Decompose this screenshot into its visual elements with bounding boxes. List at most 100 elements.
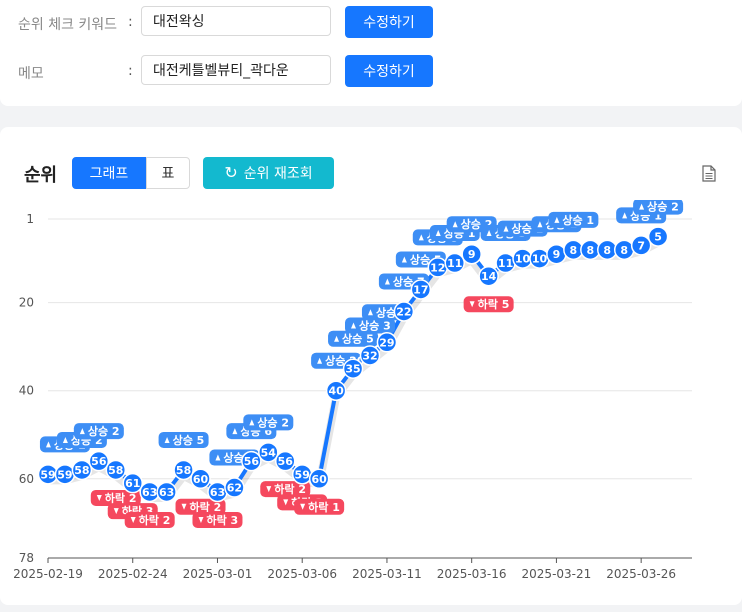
keyword-input[interactable] (141, 6, 331, 36)
y-tick-label: 20 (19, 296, 34, 310)
rise-arrow-icon (622, 212, 628, 219)
memo-input[interactable] (141, 55, 331, 85)
rise-arrow-icon (334, 335, 340, 342)
data-label: 63 (159, 486, 174, 499)
fall-badge: 하락 3 (192, 511, 243, 528)
rise-arrow-icon (45, 441, 51, 448)
data-point (393, 301, 415, 322)
refresh-icon: ↻ (224, 163, 238, 182)
keyword-colon: : (128, 14, 133, 30)
data-label: 8 (620, 244, 628, 257)
fall-arrow-icon (113, 508, 119, 515)
data-label: 29 (379, 336, 394, 349)
data-point (258, 442, 279, 463)
data-label: 62 (227, 482, 242, 495)
rank-title: 순위 (24, 165, 58, 186)
data-label: 59 (57, 468, 72, 481)
fall-arrow-icon (469, 301, 475, 308)
rise-arrow-icon (164, 436, 170, 443)
x-tick-label: 2025-02-19 (13, 567, 83, 581)
x-tick-label: 2025-03-06 (267, 567, 337, 581)
rise-badge: 상승 5 (328, 330, 379, 347)
fall-badge: 하락 2 (90, 489, 141, 506)
data-label: 5 (654, 231, 662, 244)
badge-label: 하락 2 (105, 491, 137, 505)
document-icon[interactable] (702, 165, 716, 182)
rise-arrow-icon (537, 221, 543, 228)
rise-arrow-icon (351, 322, 356, 329)
data-label: 9 (468, 248, 476, 261)
data-label: 22 (396, 305, 411, 318)
data-label: 8 (586, 244, 594, 257)
data-point (224, 477, 245, 498)
data-point (88, 450, 110, 472)
badge-label: 상승 2 (647, 200, 679, 214)
keyword-edit-button[interactable]: 수정하기 (345, 6, 433, 38)
data-point (647, 226, 669, 247)
badge-bg (328, 330, 379, 347)
data-point (156, 481, 177, 503)
data-label: 32 (362, 349, 377, 362)
data-label: 59 (295, 468, 310, 481)
keyword-label: 순위 체크 키워드 (18, 17, 118, 33)
badge-bg (243, 414, 294, 431)
badge-bg (192, 511, 243, 528)
rise-arrow-icon (418, 234, 424, 241)
fall-badge: 하락 2 (260, 481, 311, 498)
data-label: 58 (74, 464, 89, 477)
data-label: 60 (312, 473, 328, 486)
badge-bg (124, 511, 175, 528)
refresh-rank-button[interactable]: ↻ 순위 재조회 (203, 157, 334, 189)
badge-bg (90, 489, 141, 506)
data-label: 54 (261, 446, 277, 459)
memo-label: 메모 (18, 66, 44, 82)
data-label: 56 (244, 455, 260, 468)
data-point (410, 279, 432, 300)
data-label: 9 (553, 248, 561, 261)
y-tick-label: 60 (19, 472, 34, 486)
data-label: 56 (91, 455, 107, 468)
data-label: 7 (637, 239, 645, 252)
data-point (630, 235, 652, 256)
data-label: 17 (413, 283, 428, 296)
badge-bg (548, 211, 599, 228)
badge-bg (463, 296, 514, 313)
badge-label: 상승 1 (562, 213, 594, 227)
data-label: 12 (430, 261, 445, 274)
fall-arrow-icon (198, 516, 204, 523)
rise-badge: 상승 2 (633, 200, 684, 215)
rise-arrow-icon (384, 278, 390, 285)
data-label: 58 (176, 464, 191, 477)
badge-label: 상승 2 (257, 415, 289, 429)
x-tick-label: 2025-03-11 (352, 567, 422, 581)
rise-arrow-icon (79, 428, 85, 435)
rise-arrow-icon (554, 216, 560, 223)
data-label: 59 (40, 468, 55, 481)
rise-badge: 상승 2 (73, 423, 124, 440)
data-point (190, 468, 211, 490)
x-tick-label: 2025-02-24 (98, 567, 168, 581)
badge-bg (175, 498, 226, 515)
data-label: 8 (570, 244, 578, 257)
memo-edit-button[interactable]: 수정하기 (345, 55, 433, 87)
data-point (342, 358, 364, 379)
fall-arrow-icon (300, 503, 306, 510)
data-label: 40 (328, 385, 344, 398)
badge-bg (294, 498, 345, 515)
x-tick-label: 2025-03-21 (522, 567, 592, 581)
badge-label: 하락 2 (139, 513, 171, 527)
badge-bg (158, 431, 209, 448)
x-tick-label: 2025-03-16 (437, 567, 507, 581)
data-label: 58 (108, 464, 123, 477)
tab-table[interactable]: 표 (146, 157, 190, 189)
y-tick-label: 40 (19, 384, 34, 398)
data-label: 10 (515, 253, 531, 266)
data-point (308, 468, 330, 490)
tab-graph[interactable]: 그래프 (72, 157, 146, 189)
badge-label: 하락 2 (190, 500, 222, 514)
fall-arrow-icon (266, 486, 272, 493)
fall-arrow-icon (96, 494, 102, 501)
fall-arrow-icon (283, 499, 289, 506)
rise-badge: 상승 1 (548, 211, 599, 228)
y-tick-label: 1 (26, 212, 34, 226)
